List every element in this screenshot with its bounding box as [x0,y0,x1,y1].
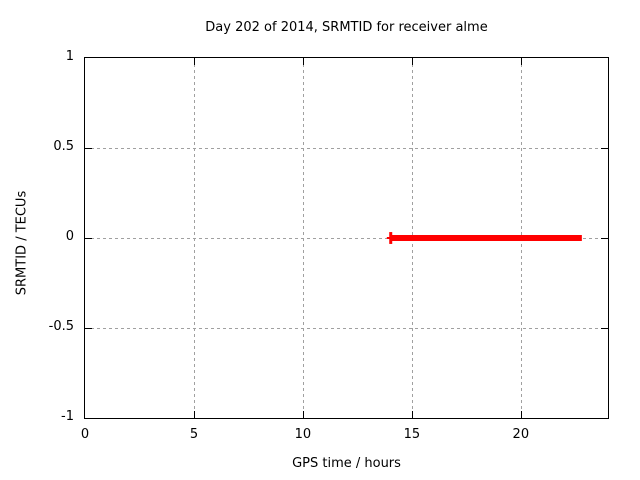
y-gridline [85,238,608,239]
series-layer [386,232,582,244]
y-gridline [85,148,608,149]
y-tick-label: -1 [61,409,74,424]
x-tick-top [520,58,522,65]
x-tick-bottom [411,411,413,418]
x-tick-bottom [520,411,522,418]
y-gridline [85,328,608,329]
x-tick-top [302,58,304,65]
y-tick-label: 1 [65,49,74,64]
y-tick-left [85,238,92,239]
y-tick-label: 0 [65,229,74,244]
x-tick-top [193,58,195,65]
y-tick-right [601,238,608,239]
x-tick-label: 20 [512,427,530,442]
x-tick-bottom [193,411,195,418]
x-tick-bottom [302,411,304,418]
x-tick-top [411,58,413,65]
x-tick-label: 5 [189,427,199,442]
x-tick-label: 15 [403,427,421,442]
y-tick-left [85,328,92,329]
chart-title: Day 202 of 2014, SRMTID for receiver alm… [205,20,488,35]
x-tick-label: 10 [294,427,312,442]
y-tick-label: 0.5 [53,139,74,154]
y-tick-right [601,148,608,149]
plot-area [84,57,609,419]
y-tick-label: -0.5 [48,319,74,334]
y-tick-left [85,148,92,149]
x-tick-label: 0 [80,427,90,442]
y-tick-right [601,328,608,329]
x-axis-label: GPS time / hours [292,456,401,471]
